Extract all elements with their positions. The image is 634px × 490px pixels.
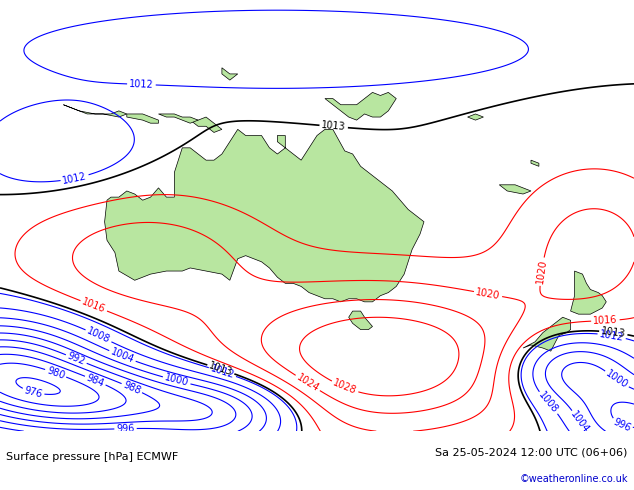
Text: ©weatheronline.co.uk: ©weatheronline.co.uk bbox=[519, 474, 628, 484]
Text: 1028: 1028 bbox=[332, 378, 358, 396]
Polygon shape bbox=[190, 117, 222, 132]
Polygon shape bbox=[523, 317, 571, 351]
Text: 1020: 1020 bbox=[535, 259, 548, 285]
Polygon shape bbox=[105, 129, 424, 302]
Text: 1020: 1020 bbox=[475, 287, 501, 301]
Polygon shape bbox=[127, 114, 158, 123]
Text: 1024: 1024 bbox=[295, 372, 321, 394]
Polygon shape bbox=[349, 311, 373, 330]
Text: 1016: 1016 bbox=[81, 297, 107, 315]
Polygon shape bbox=[500, 185, 531, 194]
Text: 1012: 1012 bbox=[209, 364, 236, 380]
Text: 1012: 1012 bbox=[598, 329, 624, 343]
Text: 1008: 1008 bbox=[86, 326, 112, 345]
Text: 1013: 1013 bbox=[208, 361, 234, 378]
Polygon shape bbox=[468, 114, 484, 120]
Text: 988: 988 bbox=[122, 380, 142, 396]
Text: 976: 976 bbox=[23, 385, 44, 399]
Text: 1013: 1013 bbox=[600, 326, 626, 339]
Text: 1008: 1008 bbox=[537, 390, 560, 416]
Text: 1000: 1000 bbox=[164, 373, 190, 389]
Text: 1012: 1012 bbox=[61, 171, 87, 186]
Polygon shape bbox=[531, 160, 539, 166]
Polygon shape bbox=[571, 271, 606, 314]
Text: 1000: 1000 bbox=[604, 368, 630, 391]
Polygon shape bbox=[63, 105, 127, 117]
Polygon shape bbox=[158, 114, 198, 123]
Text: 996: 996 bbox=[116, 423, 135, 434]
Text: 1013: 1013 bbox=[321, 121, 346, 132]
Text: 1016: 1016 bbox=[593, 315, 618, 326]
Text: 992: 992 bbox=[66, 351, 87, 367]
Text: Sa 25-05-2024 12:00 UTC (06+06): Sa 25-05-2024 12:00 UTC (06+06) bbox=[436, 448, 628, 458]
Text: Surface pressure [hPa] ECMWF: Surface pressure [hPa] ECMWF bbox=[6, 452, 179, 462]
Text: 980: 980 bbox=[46, 366, 66, 381]
Text: 984: 984 bbox=[85, 372, 106, 389]
Polygon shape bbox=[325, 93, 396, 120]
Text: 996: 996 bbox=[611, 416, 632, 434]
Text: 1012: 1012 bbox=[129, 79, 154, 90]
Polygon shape bbox=[222, 68, 238, 80]
Text: 1004: 1004 bbox=[109, 347, 136, 366]
Text: 1004: 1004 bbox=[569, 410, 592, 435]
